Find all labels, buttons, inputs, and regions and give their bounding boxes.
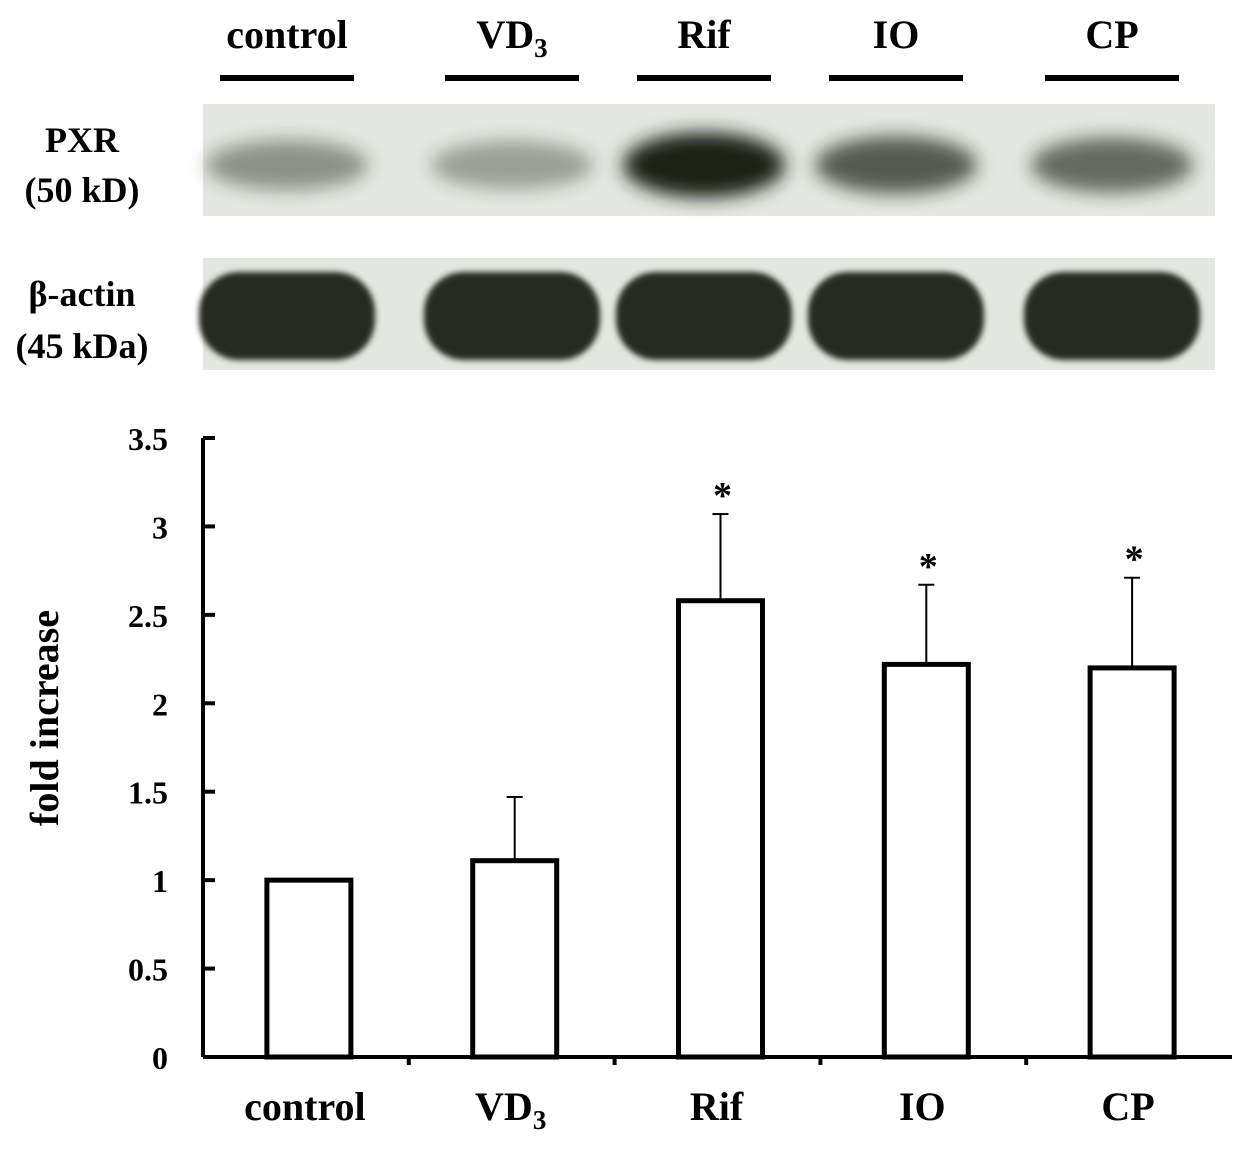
lane-label-cp: CP bbox=[1085, 12, 1138, 57]
y-tick-label: 0.5 bbox=[128, 952, 168, 988]
significance-marker: * bbox=[1125, 539, 1144, 581]
lane-label-rif: Rif bbox=[677, 12, 731, 57]
bar bbox=[264, 877, 354, 1060]
y-tick-label: 3.5 bbox=[128, 421, 168, 457]
blot-band bbox=[1024, 272, 1200, 360]
western-blot: control VD3 Rif IO CP PXR (50 kD) β-actin (45 k… bbox=[16, 12, 1215, 370]
y-axis: 0 0.5 1 1.5 2 2.5 3 3.5 bbox=[128, 421, 215, 1076]
blot-band bbox=[424, 272, 600, 360]
blot-band bbox=[623, 132, 785, 198]
x-tick-label: CP bbox=[1101, 1084, 1154, 1129]
y-axis-label: fold increase bbox=[22, 610, 67, 826]
bar-chart: 0 0.5 1 1.5 2 2.5 3 3.5 control VD3 * Rif * IO * CP fo… bbox=[22, 421, 1232, 1135]
x-tick-label: Rif bbox=[690, 1084, 744, 1129]
blot-band bbox=[199, 272, 375, 360]
significance-marker: * bbox=[919, 546, 938, 588]
lane-headers: control VD3 Rif IO CP bbox=[220, 12, 1179, 81]
y-tick-label: 2 bbox=[152, 686, 168, 722]
significance-marker: * bbox=[713, 475, 732, 517]
blot-band bbox=[815, 136, 977, 194]
bar-group-cp: * CP bbox=[1087, 539, 1177, 1129]
bar bbox=[881, 661, 971, 1060]
blot-rows: PXR (50 kD) β-actin (45 kDa) bbox=[16, 104, 1215, 370]
y-tick-label: 1.5 bbox=[128, 775, 168, 811]
lane-label-vd: VD3 bbox=[476, 12, 547, 63]
blot-band bbox=[1031, 137, 1193, 193]
bar-group-vd: VD3 bbox=[470, 796, 560, 1135]
y-tick-label: 1 bbox=[152, 863, 168, 899]
blot-row-mass: (50 kD) bbox=[25, 170, 140, 210]
blot-band bbox=[616, 272, 792, 360]
x-tick-label: VD3 bbox=[475, 1084, 546, 1135]
bar-group-io: * IO bbox=[881, 546, 971, 1129]
blot-row-mass: (45 kDa) bbox=[16, 326, 149, 366]
y-tick-label: 2.5 bbox=[128, 598, 168, 634]
blot-band bbox=[206, 140, 368, 190]
blot-band bbox=[431, 140, 593, 190]
lane-label-io: IO bbox=[873, 12, 920, 57]
y-tick-label: 0 bbox=[152, 1040, 168, 1076]
x-tick-label: IO bbox=[899, 1084, 946, 1129]
lane-label-control: control bbox=[226, 12, 347, 57]
x-tick-label: control bbox=[244, 1084, 365, 1129]
bar bbox=[1087, 665, 1177, 1060]
blot-row-pxr: PXR (50 kD) bbox=[25, 104, 1215, 216]
bar-group-control: control bbox=[244, 877, 366, 1129]
y-tick-label: 3 bbox=[152, 509, 168, 545]
bar-group-rif: * Rif bbox=[676, 475, 765, 1129]
blot-band bbox=[808, 272, 984, 360]
bar bbox=[470, 858, 560, 1060]
blot-row-label: β-actin bbox=[29, 274, 136, 314]
bars: control VD3 * Rif * IO * CP bbox=[244, 475, 1177, 1135]
bar bbox=[676, 598, 765, 1060]
blot-row-beta-actin: β-actin (45 kDa) bbox=[16, 258, 1215, 370]
blot-row-label: PXR bbox=[45, 120, 120, 160]
